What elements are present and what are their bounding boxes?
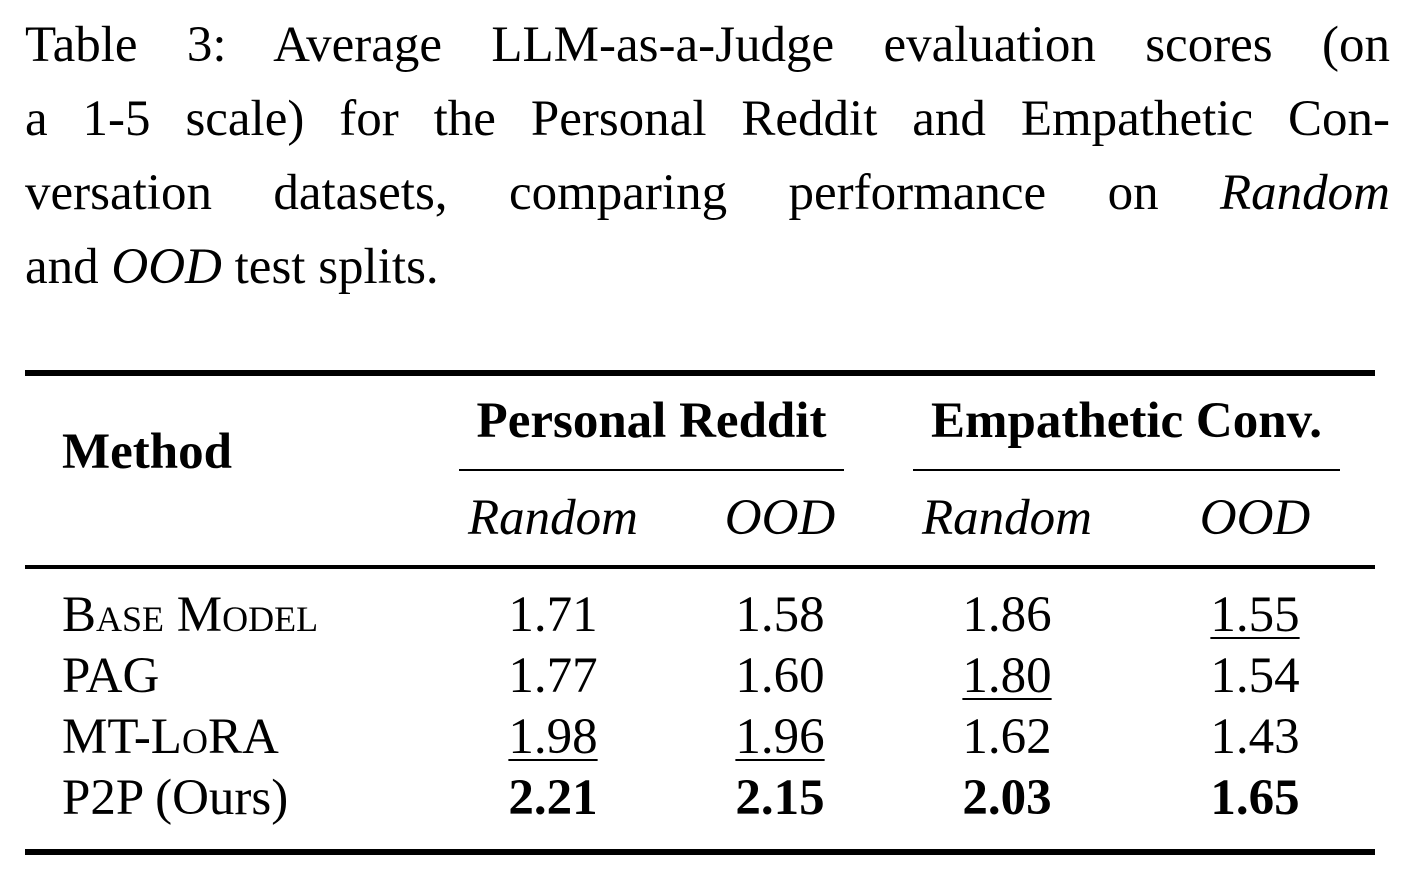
caption-line-3-text: versation datasets, comparing performanc… bbox=[25, 165, 1221, 221]
best-value-cell: 2.21 bbox=[508, 770, 598, 826]
table-bottom-rule bbox=[25, 849, 1375, 855]
subheader-pr-random: Random bbox=[468, 490, 638, 546]
table-cell: 1.86 bbox=[962, 587, 1052, 643]
method-mt-lora: MT-LoRA bbox=[62, 709, 279, 765]
table-cell: 1.60 bbox=[735, 648, 825, 704]
table-top-rule bbox=[25, 370, 1375, 376]
table-cell: 1.58 bbox=[735, 587, 825, 643]
table-cell: 1.55 bbox=[1165, 585, 1345, 645]
method-base-model: Base Model bbox=[62, 587, 319, 643]
caption-random-emphasis: Random bbox=[1220, 165, 1390, 221]
table-cell: 1.71 bbox=[508, 587, 598, 643]
caption-line-3: versation datasets, comparing performanc… bbox=[25, 156, 1390, 230]
table-cell: 1.43 bbox=[1210, 709, 1300, 765]
second-best-value: 1.98 bbox=[508, 709, 598, 765]
table-cell: 1.96 bbox=[690, 707, 870, 767]
table-cell: 1.62 bbox=[962, 709, 1052, 765]
table-header-rule bbox=[25, 565, 1375, 569]
caption-line-4-pre: and bbox=[25, 239, 112, 295]
table-cell: 1.98 bbox=[458, 707, 648, 767]
personal-reddit-header: Personal Reddit bbox=[476, 393, 827, 449]
subheader-ec-random: Random bbox=[922, 490, 1092, 546]
caption-line-4: and OOD test splits. bbox=[25, 230, 1390, 304]
method-pag: PAG bbox=[62, 648, 160, 704]
caption-line-1: Table 3: Average LLM-as-a-Judge evaluati… bbox=[25, 17, 1390, 73]
best-value-cell: 2.15 bbox=[735, 770, 825, 826]
table-caption: Table 3: Average LLM-as-a-Judge evaluati… bbox=[25, 8, 1390, 304]
second-best-value: 1.80 bbox=[962, 648, 1052, 704]
method-p2p-ours: P2P (Ours) bbox=[62, 770, 289, 826]
empathetic-conv-cmidrule bbox=[913, 469, 1340, 471]
best-value-cell: 2.03 bbox=[962, 770, 1052, 826]
method-column-header: Method bbox=[62, 424, 232, 480]
caption-line-2: a 1-5 scale) for the Personal Reddit and… bbox=[25, 91, 1390, 147]
second-best-value: 1.96 bbox=[735, 709, 825, 765]
caption-line-4-post: test splits. bbox=[221, 239, 439, 295]
subheader-pr-ood: OOD bbox=[724, 490, 836, 546]
empathetic-conv-header: Empathetic Conv. bbox=[930, 393, 1323, 449]
personal-reddit-cmidrule bbox=[459, 469, 844, 471]
subheader-ec-ood: OOD bbox=[1199, 490, 1311, 546]
table-cell: 1.80 bbox=[912, 646, 1102, 706]
second-best-value: 1.55 bbox=[1210, 587, 1300, 643]
caption-ood-emphasis: OOD bbox=[111, 239, 222, 295]
table-cell: 1.77 bbox=[508, 648, 598, 704]
best-value-cell: 1.65 bbox=[1210, 770, 1300, 826]
table-cell: 1.54 bbox=[1210, 648, 1300, 704]
